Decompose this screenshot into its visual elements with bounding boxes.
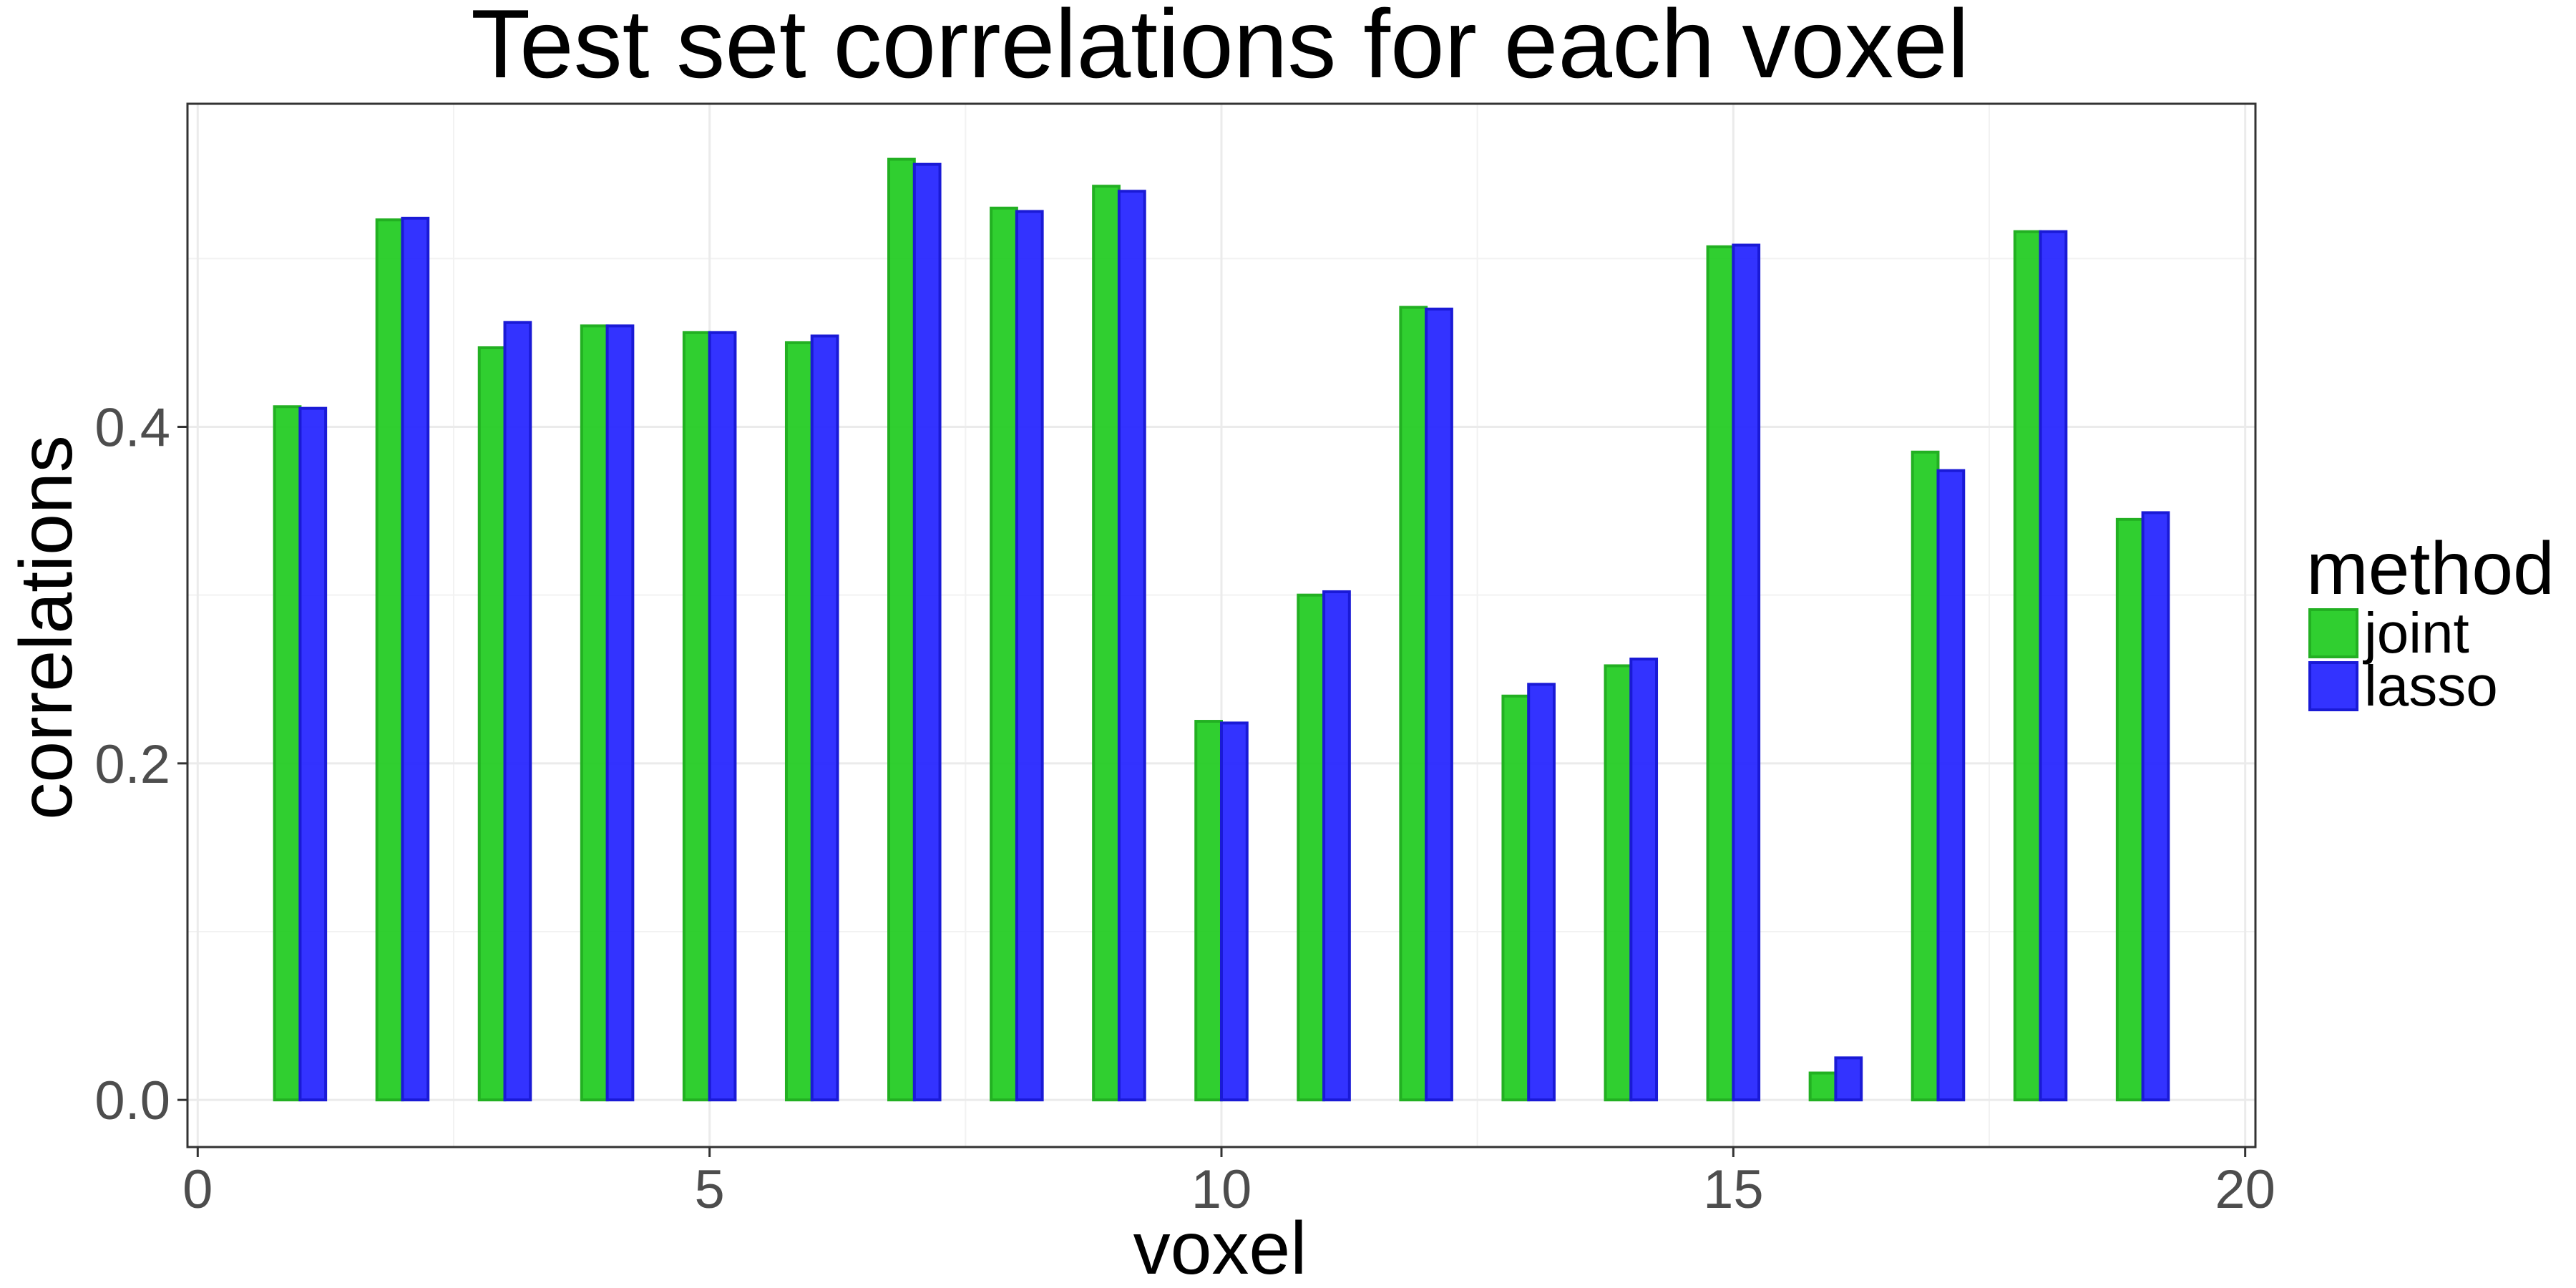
bar-joint-voxel-3 [477, 346, 507, 1102]
bar-joint-voxel-9 [1092, 185, 1121, 1102]
bar-lasso-voxel-9 [1117, 190, 1146, 1102]
bar-lasso-voxel-2 [401, 216, 430, 1102]
legend-label-joint: joint [2363, 601, 2469, 665]
bar-joint-voxel-12 [1399, 306, 1428, 1102]
plot-panel [186, 102, 2257, 1148]
bar-joint-voxel-19 [2115, 517, 2145, 1102]
bar-joint-voxel-13 [1501, 694, 1531, 1102]
legend-label-lasso: lasso [2364, 654, 2498, 718]
bar-lasso-voxel-8 [1015, 210, 1044, 1102]
x-tick-label: 15 [1703, 1159, 1764, 1220]
bar-joint-voxel-7 [887, 157, 916, 1102]
bar-lasso-voxel-11 [1322, 590, 1351, 1102]
bar-lasso-voxel-15 [1732, 243, 1761, 1102]
legend-key-joint [2308, 608, 2358, 658]
legend-key-lasso [2308, 661, 2358, 711]
x-axis: 0 5 10 15 20 [182, 1147, 2275, 1220]
bar-joint-voxel-8 [990, 206, 1018, 1102]
bar-lasso-voxel-14 [1629, 658, 1659, 1102]
x-axis-title: voxel [1133, 1207, 1307, 1288]
bar-lasso-voxel-6 [810, 334, 839, 1102]
bar-joint-voxel-15 [1706, 245, 1735, 1102]
y-axis-title: correlations [5, 435, 88, 820]
y-tick-label: 0.4 [94, 398, 170, 459]
bar-lasso-voxel-3 [503, 321, 532, 1102]
y-axis: 0.0 0.2 0.4 [94, 398, 187, 1131]
bar-joint-voxel-4 [580, 324, 609, 1102]
bar-lasso-voxel-1 [298, 406, 328, 1102]
x-tick-label: 10 [1191, 1159, 1252, 1220]
legend-title: method [2306, 527, 2555, 610]
bar-joint-voxel-11 [1297, 593, 1326, 1102]
x-tick-label: 5 [695, 1159, 725, 1220]
bar-lasso-voxel-10 [1220, 721, 1249, 1102]
bar-joint-voxel-16 [1808, 1071, 1838, 1102]
y-tick-label: 0.2 [94, 734, 170, 795]
bar-lasso-voxel-7 [912, 162, 942, 1102]
x-tick-label: 20 [2215, 1159, 2275, 1220]
bar-lasso-voxel-12 [1425, 307, 1453, 1102]
bar-lasso-voxel-17 [1936, 469, 1966, 1102]
bar-joint-voxel-6 [784, 341, 814, 1102]
bar-joint-voxel-17 [1911, 450, 1940, 1102]
bar-lasso-voxel-4 [605, 324, 635, 1102]
bar-lasso-voxel-16 [1834, 1056, 1863, 1102]
bar-joint-voxel-18 [2013, 230, 2042, 1102]
bar-lasso-voxel-18 [2039, 230, 2068, 1102]
bar-lasso-voxel-13 [1527, 683, 1556, 1102]
bar-lasso-voxel-5 [708, 331, 737, 1102]
bar-joint-voxel-10 [1194, 720, 1223, 1102]
chart-title: Test set correlations for each voxel [471, 0, 1969, 98]
bar-lasso-voxel-19 [2141, 511, 2170, 1102]
bars [273, 157, 2170, 1102]
bar-joint-voxel-1 [273, 405, 302, 1102]
y-tick-label: 0.0 [94, 1070, 170, 1131]
bar-joint-voxel-2 [375, 218, 404, 1102]
bar-joint-voxel-14 [1604, 664, 1633, 1102]
x-tick-label: 0 [182, 1159, 213, 1220]
bar-joint-voxel-5 [682, 331, 711, 1102]
